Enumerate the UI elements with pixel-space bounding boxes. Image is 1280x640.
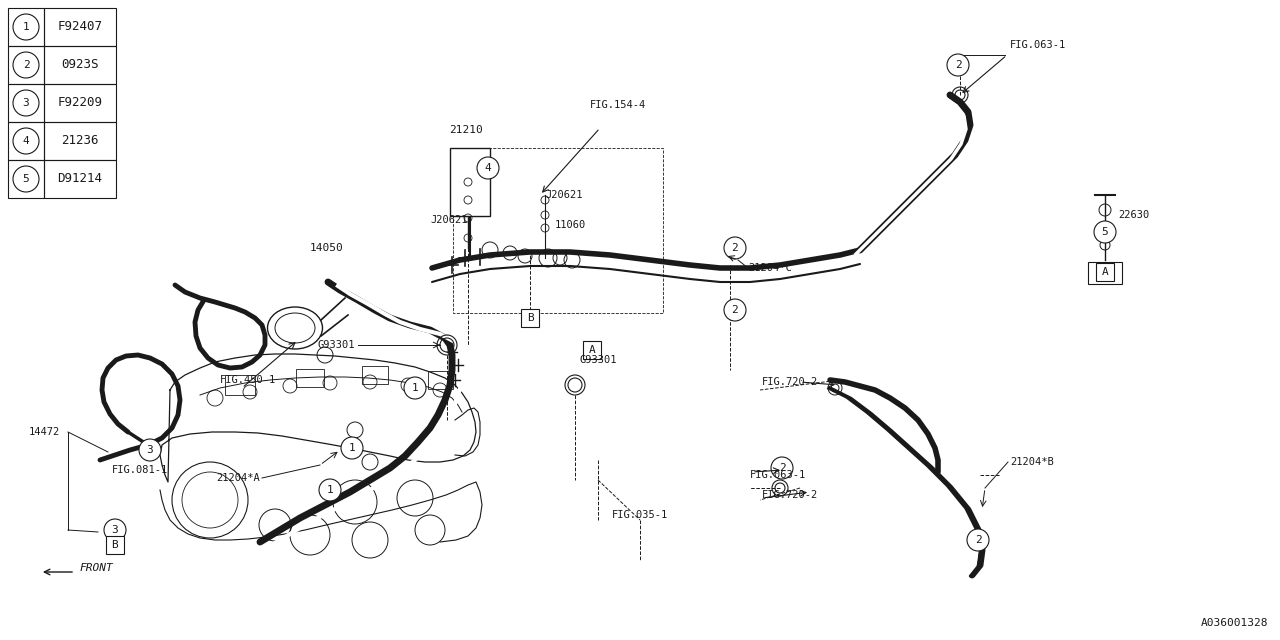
Circle shape [104,519,125,541]
Text: G93301: G93301 [317,340,355,350]
Text: 11060: 11060 [556,220,586,230]
Bar [8,160,44,198]
Circle shape [404,377,426,399]
Text: 2: 2 [778,463,786,473]
Text: A: A [589,345,595,355]
Text: A: A [1102,267,1108,277]
Text: 1: 1 [326,485,333,495]
Text: 2: 2 [23,60,29,70]
Bar [106,536,124,554]
Text: 0923S: 0923S [61,58,99,72]
Text: 21204*B: 21204*B [1010,457,1053,467]
Text: G93301: G93301 [580,355,617,365]
Text: 5: 5 [23,174,29,184]
Text: 2: 2 [732,305,739,315]
Bar [296,369,324,387]
Circle shape [340,437,364,459]
Bar [451,148,490,216]
Text: 2: 2 [732,243,739,253]
Text: FIG.450-1: FIG.450-1 [220,375,276,385]
Bar [8,122,44,160]
Bar [1088,262,1123,284]
Text: 21204*A: 21204*A [216,473,260,483]
Text: J20621: J20621 [545,190,582,200]
Circle shape [13,52,38,78]
Text: FIG.063-1: FIG.063-1 [1010,40,1066,50]
Text: 1: 1 [412,383,419,393]
Text: 22630: 22630 [1117,210,1149,220]
Text: FIG.081-1: FIG.081-1 [113,465,168,475]
Text: B: B [111,540,118,550]
Text: F92209: F92209 [58,97,102,109]
Text: J20621: J20621 [430,215,468,225]
Text: FIG.063-1: FIG.063-1 [750,470,806,480]
Circle shape [947,54,969,76]
Text: 14050: 14050 [310,243,344,253]
Bar [44,46,116,84]
Text: 4: 4 [23,136,29,146]
Circle shape [724,299,746,321]
Bar [8,8,44,46]
Bar [582,341,602,359]
Circle shape [13,128,38,154]
Text: 14472: 14472 [28,427,60,437]
Text: FIG.720-2: FIG.720-2 [762,490,818,500]
Circle shape [1094,221,1116,243]
Text: 2: 2 [955,60,961,70]
Circle shape [724,237,746,259]
Bar [44,8,116,46]
Text: 5: 5 [1102,227,1108,237]
Bar [1096,263,1114,281]
Bar [44,122,116,160]
Circle shape [13,14,38,40]
Text: 21204*C: 21204*C [748,263,792,273]
Text: 4: 4 [485,163,492,173]
Text: 3: 3 [111,525,118,535]
Text: FRONT: FRONT [79,563,114,573]
Text: F92407: F92407 [58,20,102,33]
Text: 1: 1 [23,22,29,32]
Circle shape [477,157,499,179]
Bar [8,84,44,122]
Text: FIG.035-1: FIG.035-1 [612,510,668,520]
Text: 3: 3 [147,445,154,455]
Circle shape [140,439,161,461]
Bar [453,148,663,313]
Bar [8,46,44,84]
Text: A036001328: A036001328 [1201,618,1268,628]
Bar [521,309,539,327]
Bar [44,84,116,122]
Text: 1: 1 [348,443,356,453]
Text: FIG.154-4: FIG.154-4 [590,100,646,110]
Text: 2: 2 [974,535,982,545]
Bar [362,366,388,384]
Bar [225,375,255,395]
Text: 3: 3 [23,98,29,108]
Text: D91214: D91214 [58,173,102,186]
Bar [44,160,116,198]
Text: FIG.720-2: FIG.720-2 [762,377,818,387]
Text: 21236: 21236 [61,134,99,147]
Text: 21210: 21210 [449,125,483,135]
Circle shape [771,457,794,479]
Circle shape [13,166,38,192]
Circle shape [319,479,340,501]
Circle shape [966,529,989,551]
Text: B: B [526,313,534,323]
Circle shape [13,90,38,116]
Bar [428,371,453,389]
